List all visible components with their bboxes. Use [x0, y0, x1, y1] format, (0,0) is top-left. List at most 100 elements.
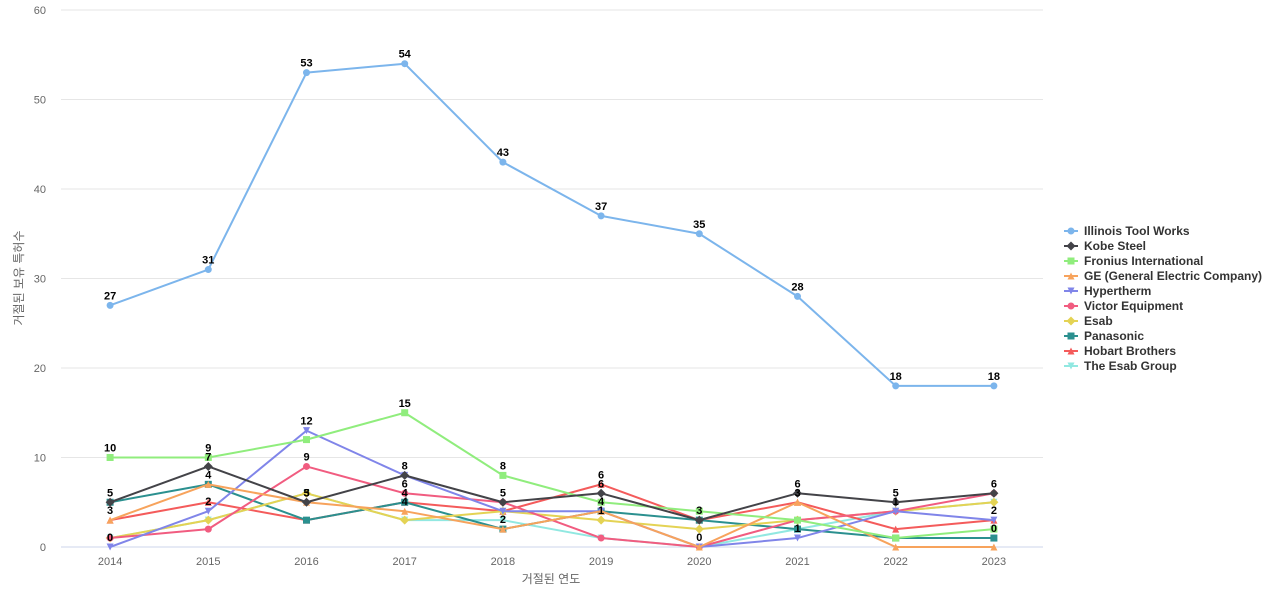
data-label: 3 [107, 505, 113, 517]
series-kobe-steel [105, 461, 999, 525]
data-label: 5 [107, 487, 113, 499]
legend-marker [1067, 347, 1075, 355]
data-point [303, 69, 310, 77]
legend-label: Fronius International [1084, 254, 1203, 268]
data-point [204, 507, 212, 515]
series-line [109, 483, 994, 548]
data-point [793, 488, 802, 498]
data-point [204, 454, 212, 461]
data-point [891, 497, 901, 507]
data-point [302, 497, 311, 507]
y-tick-label: 30 [34, 274, 46, 286]
data-label: 2 [991, 505, 997, 517]
legend-item[interactable]: Victor Equipment [1064, 299, 1183, 313]
series-illinois-tool-works [106, 60, 998, 390]
data-label: 18 [890, 371, 902, 383]
data-point [694, 524, 704, 534]
x-tick-label: 2022 [883, 556, 907, 568]
data-point [303, 462, 310, 470]
data-point [499, 507, 507, 515]
data-point [106, 534, 114, 542]
legend-item[interactable]: GE (General Electric Company) [1064, 269, 1262, 283]
data-point [498, 497, 508, 507]
x-tick-label: 2020 [687, 556, 711, 568]
data-label: 7 [205, 451, 211, 463]
data-point [892, 382, 900, 390]
data-label: 2 [500, 514, 506, 526]
legend-marker [1067, 227, 1075, 235]
legend-item[interactable]: Kobe Steel [1064, 239, 1146, 253]
data-point [794, 498, 801, 506]
data-point [892, 534, 900, 542]
data-label: 9 [205, 443, 211, 455]
data-label: 5 [303, 487, 309, 499]
data-point [990, 534, 998, 542]
x-tick-label: 2015 [196, 556, 220, 568]
data-point [204, 266, 212, 274]
data-point [892, 543, 900, 551]
data-label: 31 [202, 255, 214, 267]
data-point [401, 60, 409, 68]
data-label: 6 [598, 469, 604, 481]
x-axis-ticks: 2014 2015 2016 2017 2018 2019 2020 2021 2022 2023 [98, 556, 1006, 568]
data-point [401, 507, 409, 515]
legend-item[interactable]: Esab [1064, 314, 1113, 328]
data-label: 28 [791, 281, 803, 293]
data-point [401, 489, 409, 497]
data-point [990, 516, 998, 524]
data-point [892, 525, 900, 533]
legend-marker [1067, 257, 1075, 265]
legend-label: The Esab Group [1084, 359, 1177, 373]
legend-item[interactable]: Panasonic [1064, 329, 1144, 343]
x-tick-label: 2017 [392, 556, 416, 568]
data-label: 4 [598, 496, 605, 508]
series-lines [105, 60, 999, 551]
data-point [303, 427, 310, 435]
data-label: 8 [500, 460, 506, 472]
data-point [499, 471, 507, 479]
series-line [109, 465, 994, 522]
data-point [695, 507, 703, 515]
data-label: 3 [696, 505, 702, 517]
data-point [694, 515, 704, 525]
data-point [106, 543, 114, 551]
data-point [401, 409, 409, 417]
data-point [794, 516, 801, 524]
legend-item[interactable]: The Esab Group [1064, 359, 1177, 373]
legend-marker [1066, 241, 1076, 251]
data-label: 1 [893, 496, 899, 508]
data-point [989, 488, 999, 498]
data-point [597, 498, 605, 506]
data-point [596, 515, 606, 525]
y-tick-label: 0 [40, 542, 46, 554]
data-point [990, 543, 998, 551]
legend-label: Hypertherm [1084, 284, 1151, 298]
legend-label: Kobe Steel [1084, 239, 1146, 253]
data-label: 0 [991, 523, 997, 535]
legend-item[interactable]: Hypertherm [1064, 284, 1151, 298]
data-label: 6 [794, 478, 800, 490]
legend-marker [1067, 302, 1075, 310]
data-point [990, 525, 998, 533]
legend-item[interactable]: Illinois Tool Works [1064, 224, 1190, 238]
y-tick-label: 60 [34, 5, 46, 17]
y-axis-title: 거절된 보유 특허수 [12, 231, 26, 326]
data-label: 5 [893, 487, 899, 499]
data-label: 6 [598, 478, 604, 490]
data-point [695, 230, 703, 238]
data-label: 4 [402, 487, 409, 499]
data-label: 6 [991, 478, 997, 490]
x-tick-label: 2019 [589, 556, 613, 568]
data-point [499, 158, 507, 166]
data-point [105, 497, 115, 507]
legend-item[interactable]: Hobart Brothers [1064, 344, 1176, 358]
data-label: 54 [399, 49, 412, 61]
data-label: 37 [595, 201, 607, 213]
data-point [303, 436, 310, 444]
data-label: 2 [205, 496, 211, 508]
data-point [989, 497, 999, 507]
legend-item[interactable]: Fronius International [1064, 254, 1203, 268]
